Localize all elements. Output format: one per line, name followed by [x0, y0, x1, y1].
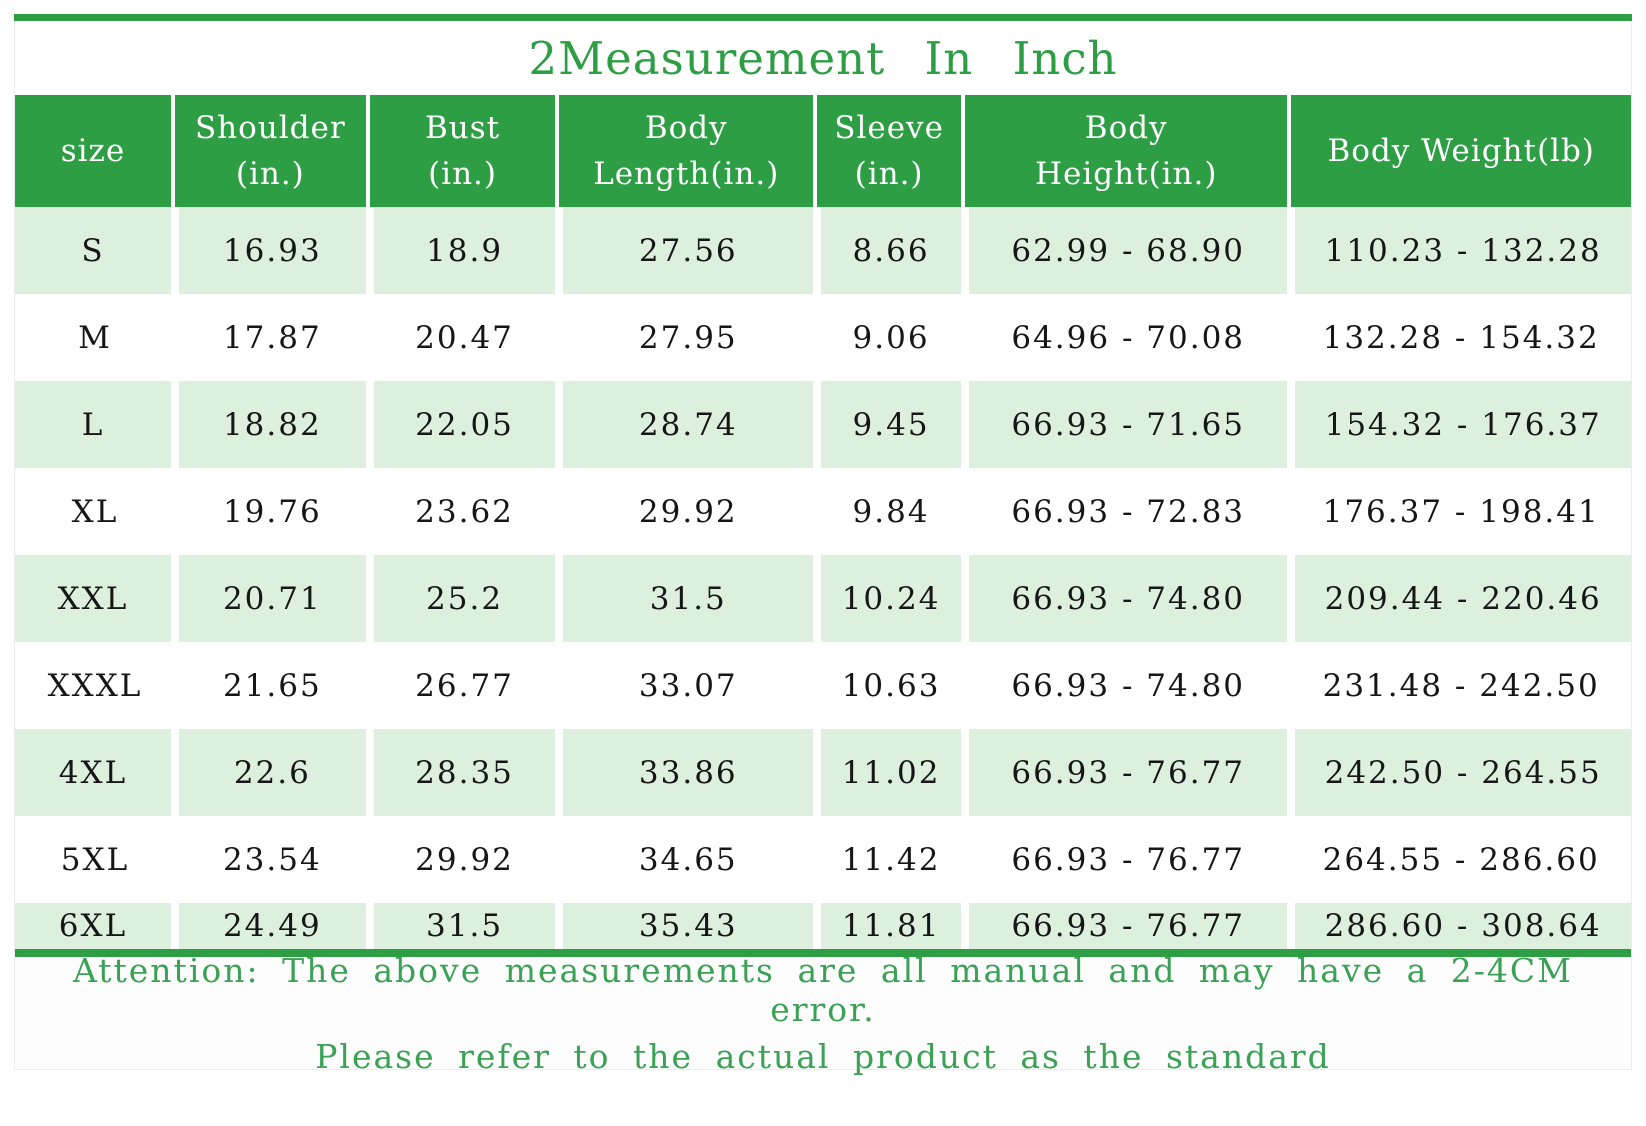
- size-cell: S: [15, 207, 175, 294]
- value-cell: 286.60 - 308.64: [1291, 903, 1631, 949]
- value-cell: 19.76: [222, 493, 322, 530]
- value-cell: 66.93 - 71.65: [965, 381, 1292, 468]
- top-divider: [14, 14, 1632, 21]
- value-cell: 22.05: [369, 381, 560, 468]
- attention-line-2: Please refer to the actual product as th…: [315, 1036, 1331, 1076]
- value-cell: 66.93 - 76.77: [965, 903, 1292, 949]
- column-header: Bust (in.): [370, 95, 560, 207]
- value-cell: 242.50 - 264.55: [1291, 729, 1631, 816]
- value-cell: 23.62: [415, 493, 514, 530]
- value-cell: 17.87: [222, 319, 322, 356]
- size-cell: 4XL: [15, 729, 175, 816]
- value-cell: 26.77: [415, 667, 514, 704]
- attention-line-1: Attention: The above measurements are al…: [73, 950, 1573, 1029]
- value-cell: 23.54: [222, 841, 322, 878]
- value-cell: 9.84: [852, 493, 930, 530]
- value-cell: 33.07: [638, 667, 738, 704]
- value-cell: 231.48 - 242.50: [1322, 667, 1600, 704]
- value-cell: 8.66: [817, 207, 965, 294]
- value-cell: 209.44 - 220.46: [1291, 555, 1631, 642]
- value-cell: 176.37 - 198.41: [1322, 493, 1600, 530]
- column-header: Body Height(in.): [965, 95, 1292, 207]
- column-header: Shoulder (in.): [175, 95, 370, 207]
- value-cell: 11.42: [841, 841, 941, 878]
- table-row: S 16.93 18.9 27.56 8.66 62.99 - 68.90 110.23 -…: [15, 207, 1631, 294]
- value-cell: 110.23 - 132.28: [1291, 207, 1631, 294]
- value-cell: 154.32 - 176.37: [1291, 381, 1631, 468]
- value-cell: 66.93 - 74.80: [965, 555, 1292, 642]
- value-cell: 132.28 - 154.32: [1322, 319, 1600, 356]
- value-cell: 22.6: [174, 729, 370, 816]
- page-title: 2Measurement In Inch: [528, 31, 1118, 85]
- table-row: XXXL 21.65 26.77 33.07 10.63 66.93 - 74.80 231…: [15, 642, 1631, 729]
- value-cell: 27.95: [638, 319, 738, 356]
- size-cell: L: [15, 381, 175, 468]
- column-header: Sleeve (in.): [817, 95, 965, 207]
- value-cell: 11.81: [817, 903, 965, 949]
- value-cell: 27.56: [559, 207, 818, 294]
- value-cell: 35.43: [559, 903, 818, 949]
- value-cell: 66.93 - 76.77: [1011, 841, 1246, 878]
- value-cell: 64.96 - 70.08: [1011, 319, 1246, 356]
- value-cell: 29.92: [415, 841, 514, 878]
- value-cell: 264.55 - 286.60: [1322, 841, 1600, 878]
- value-cell: 16.93: [174, 207, 370, 294]
- value-cell: 66.93 - 76.77: [965, 729, 1292, 816]
- value-cell: 18.9: [369, 207, 560, 294]
- value-cell: 33.86: [559, 729, 818, 816]
- value-cell: 20.47: [415, 319, 514, 356]
- size-chart-content: 2Measurement In Inch size Shoulder (in.) B…: [14, 21, 1632, 1076]
- attention-note: Attention: The above measurements are al…: [15, 951, 1631, 1076]
- column-header: Body Weight(lb): [1327, 132, 1595, 169]
- table-row: XXL 20.71 25.2 31.5 10.24 66.93 - 74.80 209.44…: [15, 555, 1631, 642]
- value-cell: 10.63: [841, 667, 941, 704]
- value-cell: 62.99 - 68.90: [965, 207, 1292, 294]
- column-header: size: [15, 95, 175, 207]
- table-header-row: size Shoulder (in.) Bust (in.) Body Length(…: [15, 95, 1631, 207]
- value-cell: 29.92: [638, 493, 738, 530]
- value-cell: 31.5: [369, 903, 560, 949]
- value-cell: 25.2: [369, 555, 560, 642]
- value-cell: 20.71: [174, 555, 370, 642]
- table-row: 4XL 22.6 28.35 33.86 11.02 66.93 - 76.77 242.5…: [15, 729, 1631, 816]
- table-row: 6XL 24.49 31.5 35.43 11.81 66.93 - 76.77 286.6…: [15, 903, 1631, 949]
- value-cell: 10.24: [817, 555, 965, 642]
- size-cell: XXXL: [47, 667, 143, 704]
- value-cell: 11.02: [817, 729, 965, 816]
- value-cell: 66.93 - 72.83: [1011, 493, 1246, 530]
- value-cell: 9.06: [852, 319, 930, 356]
- value-cell: 21.65: [222, 667, 322, 704]
- table-row: M 17.87 20.47 27.95 9.06 64.96 - 70.08 132.28 …: [15, 294, 1631, 381]
- table-row: L 18.82 22.05 28.74 9.45 66.93 - 71.65 154.32 …: [15, 381, 1631, 468]
- size-cell: XXL: [15, 555, 175, 642]
- size-cell: 5XL: [60, 841, 130, 878]
- value-cell: 28.74: [559, 381, 818, 468]
- size-cell: M: [78, 319, 112, 356]
- table-row: XL 19.76 23.62 29.92 9.84 66.93 - 72.83 176.37…: [15, 468, 1631, 555]
- table-row: 5XL 23.54 29.92 34.65 11.42 66.93 - 76.77 264.…: [15, 816, 1631, 903]
- value-cell: 24.49: [174, 903, 370, 949]
- size-cell: 6XL: [15, 903, 175, 949]
- table-body: S 16.93 18.9 27.56 8.66 62.99 - 68.90 110.23 -…: [15, 207, 1631, 949]
- size-cell: XL: [71, 493, 119, 530]
- value-cell: 31.5: [559, 555, 818, 642]
- table-bottom-border: [15, 949, 1631, 957]
- column-header: Body Length(in.): [559, 95, 818, 207]
- value-cell: 9.45: [817, 381, 965, 468]
- value-cell: 28.35: [369, 729, 560, 816]
- value-cell: 34.65: [638, 841, 738, 878]
- value-cell: 18.82: [174, 381, 370, 468]
- value-cell: 66.93 - 74.80: [1011, 667, 1246, 704]
